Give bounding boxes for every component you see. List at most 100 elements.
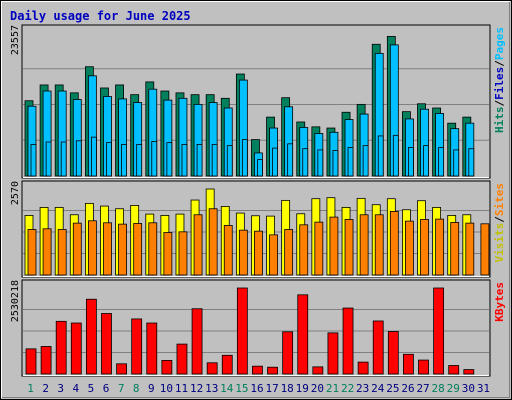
- x-label-day-22: 22: [341, 382, 354, 395]
- bar-kbytes-day-5: [85, 298, 97, 375]
- bar-sites-day-7: [118, 223, 127, 276]
- bar-kbytes-day-29: [448, 365, 460, 375]
- bar-kbytes-day-25: [387, 331, 399, 375]
- x-label-day-6: 6: [103, 382, 110, 395]
- bar-sites-day-19: [299, 224, 309, 276]
- x-label-day-8: 8: [133, 382, 140, 395]
- legend-item-visits-sites-0: Visits: [493, 223, 506, 263]
- bar-kbytes-day-17: [267, 366, 278, 375]
- bar-pages-day-18: [287, 143, 294, 177]
- x-tick-labels: 1 2 3 4 5 6 7 8 9 10 11 12 13 14 15 16 17 18 19 20 21 22 23 24 2…: [27, 382, 490, 395]
- bar-pages-day-20: [317, 149, 324, 177]
- bar-sites-day-3: [57, 229, 67, 276]
- bar-pages-day-5: [90, 136, 97, 177]
- x-label-day-13: 13: [205, 382, 218, 395]
- x-label-day-25: 25: [386, 382, 399, 395]
- x-label-day-7: 7: [118, 382, 125, 395]
- bar-pages-day-3: [60, 141, 67, 177]
- bar-sites-day-16: [254, 230, 263, 276]
- x-label-day-29: 29: [447, 382, 460, 395]
- bar-pages-day-7: [121, 144, 127, 177]
- bar-kbytes-day-27: [418, 359, 429, 375]
- bar-sites-day-26: [405, 220, 414, 276]
- bar-pages-day-29: [453, 149, 460, 177]
- x-label-day-3: 3: [57, 382, 64, 395]
- bar-kbytes-day-12: [191, 308, 203, 375]
- bar-sites-day-12: [193, 214, 203, 276]
- bar-kbytes-day-1: [25, 348, 37, 375]
- bar-sites-day-5: [87, 220, 97, 276]
- x-label-day-14: 14: [220, 382, 234, 395]
- panel-visits-sites: 2570 Visits/Sites: [10, 180, 506, 278]
- bar-pages-day-22: [347, 147, 354, 177]
- bar-sites-day-23: [359, 214, 369, 276]
- bar-kbytes-day-26: [403, 353, 414, 375]
- x-label-day-12: 12: [190, 382, 203, 395]
- bar-pages-day-30: [468, 148, 475, 177]
- bar-kbytes-day-18: [282, 331, 294, 375]
- bar-pages-day-6: [106, 142, 112, 177]
- x-label-day-16: 16: [250, 382, 263, 395]
- bar-kbytes-day-10: [161, 360, 173, 375]
- panel-kbytes: 2530218 KBytes: [10, 279, 506, 377]
- x-label-day-15: 15: [235, 382, 248, 395]
- legend-kbytes: KBytes: [493, 282, 506, 322]
- ymax-label-hits-files-pages: 23557: [10, 25, 21, 55]
- bar-sites-day-15: [238, 229, 248, 276]
- x-label-day-4: 4: [73, 382, 80, 395]
- legend-item-hits-files-pages-4: Pages: [493, 27, 506, 60]
- bar-kbytes-day-13: [206, 362, 218, 375]
- bar-kbytes-day-7: [116, 363, 127, 375]
- x-label-day-5: 5: [88, 382, 95, 395]
- bar-sites-day-17: [269, 234, 278, 276]
- legend-item-hits-files-pages-2: Files: [493, 67, 506, 100]
- bar-kbytes-day-3: [55, 320, 67, 375]
- bar-kbytes-day-21: [327, 332, 339, 375]
- x-label-day-17: 17: [265, 382, 278, 395]
- x-label-day-21: 21: [326, 382, 339, 395]
- bar-kbytes-day-6: [101, 313, 112, 375]
- bar-kbytes-day-28: [433, 287, 445, 375]
- x-label-day-24: 24: [371, 382, 385, 395]
- x-label-day-11: 11: [175, 382, 188, 395]
- bar-sites-day-9: [148, 222, 158, 276]
- x-label-day-27: 27: [416, 382, 429, 395]
- bar-pages-day-14: [226, 145, 233, 177]
- bar-pages-day-21: [332, 150, 339, 177]
- bar-pages-day-25: [392, 134, 399, 177]
- bar-pages-day-2: [45, 141, 52, 177]
- bar-kbytes-day-11: [176, 343, 188, 375]
- legend-item-visits-sites-2: Sites: [493, 183, 506, 216]
- bar-sites-day-18: [284, 229, 294, 276]
- chart-title: Daily usage for June 2025: [10, 9, 191, 23]
- x-label-day-30: 30: [462, 382, 475, 395]
- bar-pages-day-24: [377, 135, 384, 177]
- bar-pages-day-26: [408, 147, 414, 177]
- bar-sites-day-30: [465, 222, 475, 276]
- bar-kbytes-day-23: [357, 361, 369, 375]
- bar-sites-day-8: [133, 223, 143, 276]
- bar-pages-day-17: [272, 147, 278, 177]
- bar-sites-day-31: [480, 223, 490, 276]
- bar-sites-day-24: [374, 214, 384, 276]
- legend-item-visits-sites-1: /: [493, 216, 506, 223]
- bar-kbytes-day-16: [252, 365, 263, 375]
- bar-pages-day-23: [362, 145, 369, 177]
- bar-sites-day-21: [329, 216, 339, 276]
- ymax-label-kbytes: 2530218: [10, 280, 21, 322]
- bar-kbytes-day-20: [312, 366, 324, 375]
- legend-item-hits-files-pages-3: /: [493, 60, 506, 67]
- x-label-day-1: 1: [27, 382, 34, 395]
- legend-item-hits-files-pages-0: Hits: [493, 107, 506, 134]
- bar-kbytes-day-22: [342, 307, 354, 375]
- x-label-day-18: 18: [281, 382, 294, 395]
- x-label-day-28: 28: [432, 382, 445, 395]
- x-label-day-20: 20: [311, 382, 324, 395]
- bar-pages-day-4: [75, 140, 82, 177]
- bar-sites-day-20: [314, 221, 324, 276]
- bar-pages-day-15: [241, 139, 248, 177]
- bar-sites-day-4: [72, 222, 82, 276]
- ymax-label-visits-sites: 2570: [10, 181, 21, 205]
- bar-pages-day-9: [151, 140, 158, 177]
